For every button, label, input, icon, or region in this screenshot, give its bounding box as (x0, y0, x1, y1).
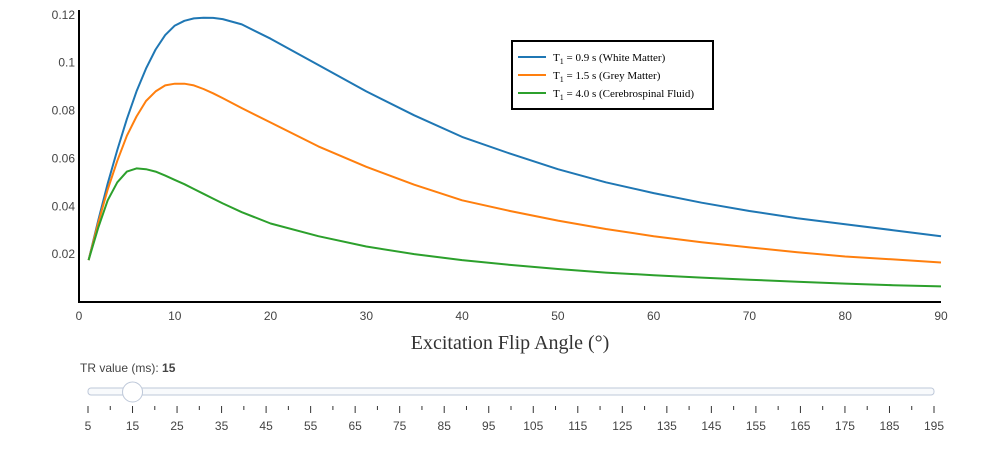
legend-entry: T1 = 1.5 s (Grey Matter) (553, 70, 661, 84)
series-line-1 (87, 16, 942, 261)
y-tick-label: 0.04 (52, 199, 76, 213)
slider-tick-label: 15 (126, 419, 140, 433)
slider-tick-label: 85 (438, 419, 452, 433)
legend-entry: T1 = 0.9 s (White Matter) (553, 52, 666, 66)
slider-current-value: 15 (162, 361, 176, 375)
slider-tick-label: 75 (393, 419, 407, 433)
y-tick-label: 0.08 (52, 104, 76, 118)
slider-tick-label: 105 (523, 419, 543, 433)
x-tick-label: 20 (264, 309, 278, 323)
y-tick-label: 0.12 (52, 8, 76, 22)
slider-tick-label: 165 (790, 419, 810, 433)
slider-rail[interactable] (87, 387, 935, 396)
series-line-3 (87, 167, 942, 288)
slider-tick-label: 175 (835, 419, 855, 433)
x-tick-label: 60 (647, 309, 661, 323)
slider-tick-label: 115 (568, 419, 587, 433)
y-tick-label: 0.06 (52, 151, 76, 165)
slider-tick-label: 55 (304, 419, 318, 433)
slider-tick-label: 65 (348, 419, 362, 433)
series-line-2 (87, 82, 942, 264)
slider-tick-label: 25 (170, 419, 184, 433)
legend-entry: T1 = 4.0 s (Cerebrospinal Fluid) (553, 88, 694, 102)
slider-tick-label: 95 (482, 419, 496, 433)
slider-handle[interactable] (122, 381, 144, 403)
legend: T1 = 0.9 s (White Matter) T1 = 1.5 s (Gre… (511, 40, 714, 110)
x-tick-label: 0 (76, 309, 83, 323)
slider-tick-label: 135 (657, 419, 677, 433)
slider-tick-label: 155 (746, 419, 766, 433)
slider-tick-label: 185 (879, 419, 899, 433)
slider-tick-label: 125 (612, 419, 632, 433)
x-tick-label: 90 (934, 309, 948, 323)
slider-tick-label: 35 (215, 419, 229, 433)
slider-tick-label: 45 (259, 419, 273, 433)
y-axis: 0.02 0.04 0.06 0.08 0.1 0.12 (52, 8, 80, 303)
x-tick-label: 50 (551, 309, 565, 323)
tr-slider[interactable]: 5 15 25 35 45 55 65 75 85 95 105 115 125 135 145 155 165… (85, 381, 945, 433)
y-tick-label: 0.02 (52, 247, 76, 261)
x-tick-label: 30 (360, 309, 374, 323)
x-tick-label: 70 (743, 309, 757, 323)
slider-tick-label: 5 (85, 419, 92, 433)
x-tick-label: 10 (168, 309, 182, 323)
slider-tick-label: 145 (701, 419, 721, 433)
series-lines (87, 16, 942, 288)
x-axis: 0 10 20 30 40 50 60 70 80 90 (76, 301, 948, 323)
slider-label-prefix: TR value (ms): (80, 361, 163, 375)
y-tick-label: 0.1 (58, 56, 75, 70)
slider-label: TR value (ms): 15 (80, 361, 175, 375)
slider-tick-label: 195 (924, 419, 944, 433)
x-tick-label: 80 (839, 309, 853, 323)
x-tick-label: 40 (455, 309, 469, 323)
x-axis-title: Excitation Flip Angle (°) (411, 332, 610, 354)
slider-ticks: 5 15 25 35 45 55 65 75 85 95 105 115 125 135 145 155 165… (85, 406, 944, 433)
